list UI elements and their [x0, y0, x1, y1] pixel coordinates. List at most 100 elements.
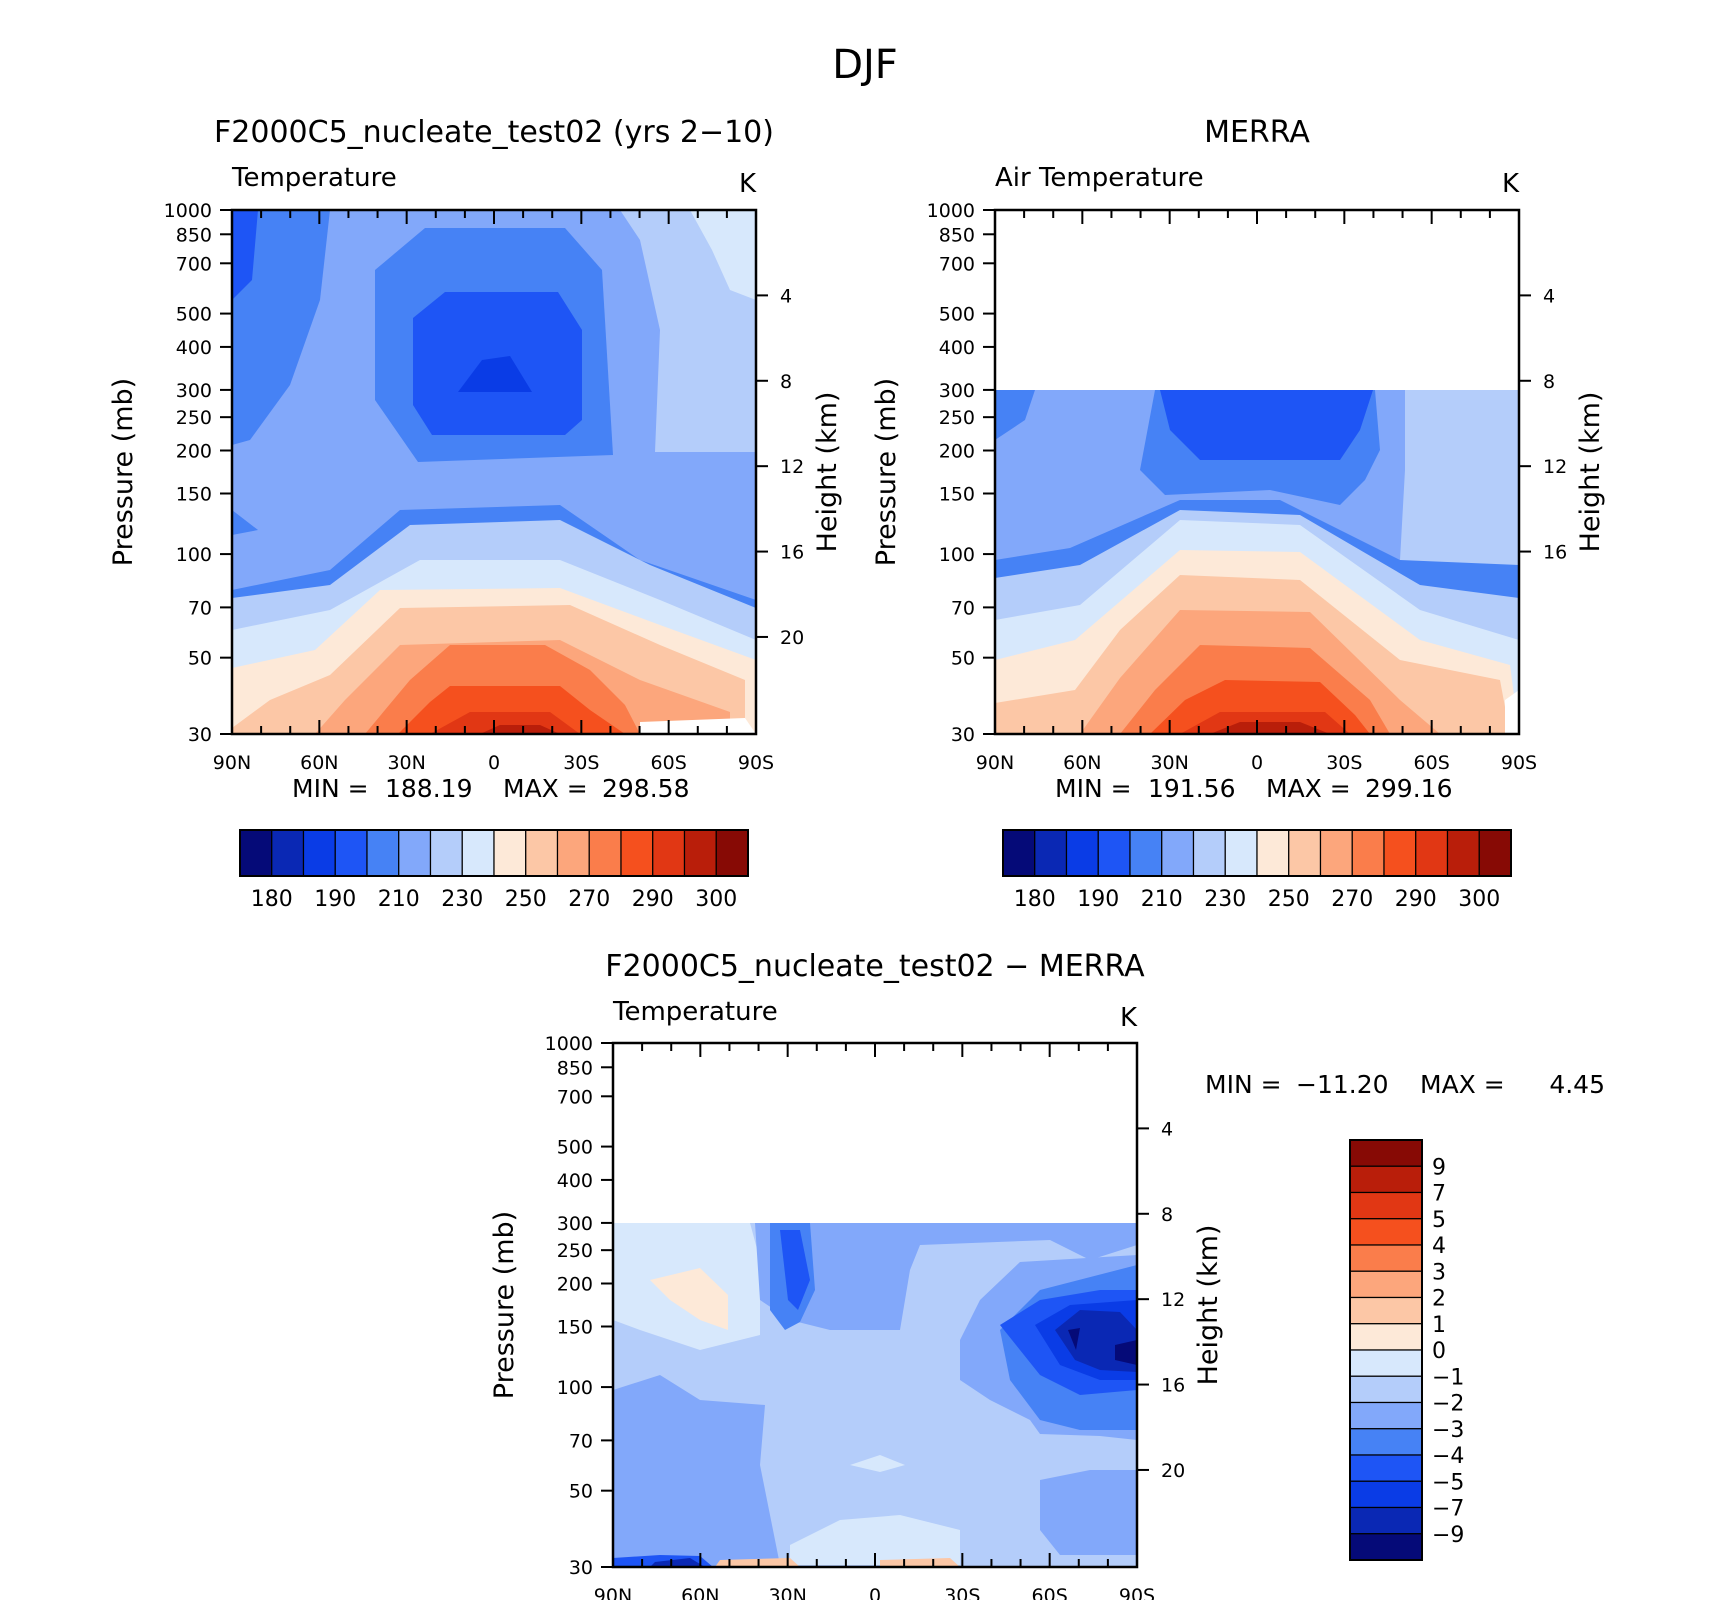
colorbar-label: 250: [505, 887, 547, 912]
contour-field: [613, 1223, 1137, 1567]
y-tick-label: 850: [176, 224, 212, 246]
y-right-tick-label: 4: [1161, 1118, 1173, 1140]
band-230: [1400, 390, 1519, 600]
colorbar-swatch: [556, 829, 590, 877]
colorbar-swatch: [493, 829, 527, 877]
colorbar-swatch: [1349, 1533, 1423, 1561]
x-tick-label: 0: [869, 1585, 881, 1600]
colorbar-label: 290: [1395, 887, 1437, 912]
colorbar-swatch: [1349, 1349, 1423, 1377]
y-tick-label: 30: [188, 724, 212, 746]
units-label: K: [1120, 1003, 1138, 1033]
y-tick-label: 250: [176, 407, 212, 429]
colorbar: 180 190 210 230 250 270 290 300: [1002, 829, 1512, 912]
x-tick-label: 90S: [1119, 1585, 1155, 1600]
y-axis-label: Pressure (mb): [871, 378, 902, 566]
x-tick-label: 90S: [738, 752, 774, 774]
band-minus3-hi: [755, 1223, 1137, 1330]
min-label: MIN =: [1055, 774, 1132, 803]
colorbar-swatch: [1349, 1375, 1423, 1404]
colorbar-swatch: [1446, 829, 1480, 877]
colorbar-swatch: [1002, 829, 1036, 877]
x-tick-label: 60S: [651, 752, 687, 774]
y-axis-right-label: Height (km): [1193, 1225, 1224, 1386]
y-tick-label: 1000: [927, 200, 975, 222]
band-298: [480, 725, 560, 734]
y-tick-label: 200: [176, 441, 212, 463]
y-tick-label: 30: [569, 1557, 593, 1579]
y-tick-label: 500: [176, 304, 212, 326]
colorbar-swatch: [1129, 829, 1163, 877]
panel-title: F2000C5_nucleate_test02 (yrs 2−10): [214, 115, 774, 150]
panel-title: F2000C5_nucleate_test02 − MERRA: [605, 949, 1145, 984]
colorbar-swatch: [1288, 829, 1322, 877]
colorbar-frame: [1002, 829, 1512, 877]
colorbar-label: 1: [1432, 1313, 1446, 1338]
y-right-tick-label: 16: [1161, 1375, 1185, 1397]
max-value: 298.58: [602, 774, 689, 803]
colorbar-swatch: [1349, 1428, 1423, 1456]
x-tick-label: 90S: [1501, 752, 1537, 774]
band-200-np: [232, 210, 258, 300]
colorbar-label: 4: [1432, 1234, 1446, 1259]
colorbar-swatch: [461, 829, 495, 877]
x-tick-label: 0: [488, 752, 500, 774]
y-right-tick-label: 8: [1543, 371, 1555, 393]
colorbar-label: 270: [1331, 887, 1373, 912]
colorbar-swatch: [429, 829, 463, 877]
colorbar-swatch: [1349, 1270, 1423, 1299]
x-tick-label: 30S: [1326, 752, 1362, 774]
min-label: MIN =: [1205, 1070, 1282, 1099]
variable-label: Temperature: [231, 163, 397, 193]
contour-field: [995, 390, 1519, 734]
colorbar-label: 300: [695, 887, 737, 912]
y-tick-label: 300: [176, 380, 212, 402]
colorbar-swatch: [1349, 1323, 1423, 1351]
min-max: MIN = 191.56 MAX = 299.16: [1055, 774, 1452, 803]
variable-label: Temperature: [612, 997, 778, 1027]
band-plus1-surface: [715, 1558, 960, 1567]
colorbar-label: 210: [1141, 887, 1183, 912]
min-value: 191.56: [1148, 774, 1235, 803]
variable-label: Air Temperature: [995, 163, 1204, 193]
colorbar-label: 210: [378, 887, 420, 912]
colorbar-swatch: [1349, 1480, 1423, 1509]
band-210-np: [995, 390, 1035, 440]
colorbar-label: −9: [1432, 1523, 1464, 1548]
y-tick-label: 30: [951, 724, 975, 746]
x-tick-label: 0: [1251, 752, 1263, 774]
y-tick-label: 50: [569, 1481, 593, 1503]
max-value: 299.16: [1365, 774, 1452, 803]
colorbar-swatch: [1161, 829, 1195, 877]
panel-title: MERRA: [1204, 115, 1310, 150]
panel-merra: MERRA Air Temperature K 30 50 70 100 150 200 2…: [871, 115, 1606, 912]
colorbar-label: 190: [1077, 887, 1119, 912]
x-tick-label: 90N: [213, 752, 251, 774]
colorbar-label: 290: [632, 887, 674, 912]
colorbar-swatch: [239, 829, 273, 877]
colorbar-label: 0: [1432, 1339, 1446, 1364]
colorbar-swatch: [620, 829, 654, 877]
y-right-tick-label: 12: [1543, 456, 1567, 478]
colorbar-frame: [239, 829, 749, 877]
y-right-tick-label: 16: [780, 542, 804, 564]
colorbar-label: −3: [1432, 1418, 1464, 1443]
colorbar-swatch: [1065, 829, 1099, 877]
x-tick-label: 30S: [563, 752, 599, 774]
band-minus3-np-lower: [613, 1375, 780, 1567]
colorbar-swatch: [525, 829, 559, 877]
y-tick-label: 50: [188, 648, 212, 670]
y-tick-label: 250: [557, 1240, 593, 1262]
colorbar-swatch: [1478, 829, 1512, 877]
colorbar-label: −2: [1432, 1392, 1464, 1417]
colorbar-swatch: [1034, 829, 1068, 877]
colorbar-swatch: [1415, 829, 1449, 877]
colorbar-swatch: [1097, 829, 1131, 877]
colorbar-label: −5: [1432, 1470, 1464, 1495]
x-tick-label: 60S: [1032, 1585, 1068, 1600]
colorbar-label: 2: [1432, 1287, 1446, 1312]
y-tick-label: 70: [951, 597, 975, 619]
band-298: [1210, 722, 1330, 734]
